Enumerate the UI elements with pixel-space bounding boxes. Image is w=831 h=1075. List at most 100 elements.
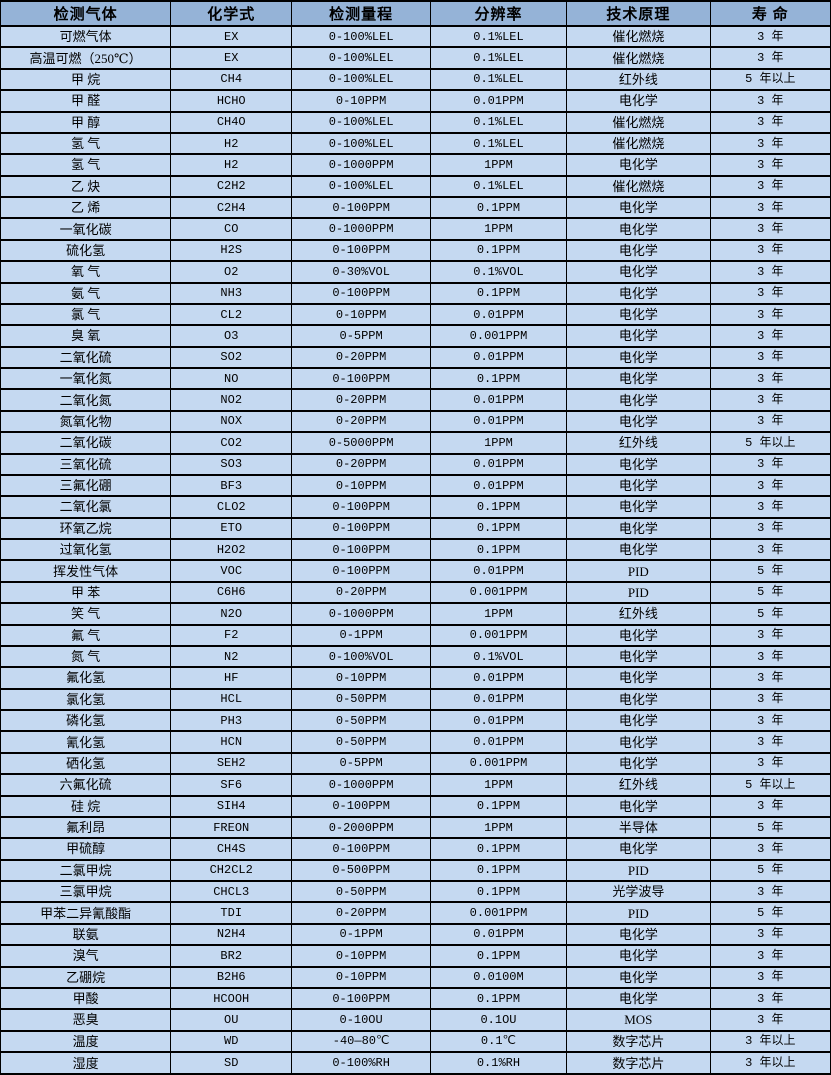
cell-detection-range: 0-50PPM: [291, 879, 431, 904]
cell-lifespan: 3 年: [709, 131, 831, 156]
cell-gas-name: 氮氧化物: [0, 409, 172, 434]
cell-gas-name: 环氧乙烷: [0, 516, 172, 541]
cell-technology-principle: 电化学: [566, 986, 711, 1011]
cell-gas-name: 氯 气: [0, 302, 172, 327]
cell-lifespan: 3 年: [709, 986, 831, 1011]
cell-technology-principle: 电化学: [566, 623, 711, 647]
cell-resolution: 0.1℃: [429, 1029, 568, 1054]
table-row: 二氧化硫 SO2 0-20PPM 0.01PPM 电化学 3 年: [0, 345, 831, 370]
cell-technology-principle: 电化学: [566, 537, 711, 562]
cell-chemical-formula: O2: [170, 260, 293, 284]
cell-gas-name: 氟利昂: [0, 815, 172, 840]
cell-gas-name: 温度: [0, 1029, 172, 1054]
cell-technology-principle: 电化学: [566, 89, 711, 113]
cell-technology-principle: 电化学: [566, 708, 711, 733]
cell-lifespan: 3 年: [709, 708, 831, 733]
cell-lifespan: 3 年: [709, 110, 831, 134]
cell-lifespan: 3 年: [709, 495, 831, 519]
cell-detection-range: 0-100PPM: [291, 281, 431, 305]
cell-lifespan: 3 年: [709, 366, 831, 391]
cell-resolution: 0.001PPM: [429, 751, 568, 776]
cell-chemical-formula: NO2: [170, 388, 293, 412]
cell-detection-range: 0-10PPM: [291, 965, 431, 989]
cell-detection-range: -40—80℃: [291, 1029, 431, 1054]
cell-detection-range: 0-50PPM: [291, 730, 431, 754]
cell-detection-range: 0-20PPM: [291, 452, 431, 476]
cell-detection-range: 0-100PPM: [291, 537, 431, 562]
header-row: 检测气体 化学式 检测量程 分辨率 技术原理 寿 命: [0, 0, 831, 27]
table-row: 甲 苯 C6H6 0-20PPM 0.001PPM PID 5 年: [0, 580, 831, 605]
cell-resolution: 0.01PPM: [429, 473, 568, 498]
cell-lifespan: 3 年: [709, 879, 831, 904]
cell-technology-principle: 电化学: [566, 302, 711, 327]
table-row: 硒化氢 SEH2 0-5PPM 0.001PPM 电化学 3 年: [0, 751, 831, 776]
cell-chemical-formula: WD: [170, 1029, 293, 1054]
cell-lifespan: 5 年: [709, 580, 831, 605]
cell-chemical-formula: HCHO: [170, 89, 293, 113]
cell-detection-range: 0-5PPM: [291, 751, 431, 776]
cell-technology-principle: 半导体: [566, 815, 711, 840]
cell-gas-name: 挥发性气体: [0, 559, 172, 583]
cell-detection-range: 0-100PPM: [291, 195, 431, 220]
cell-lifespan: 5 年: [709, 815, 831, 840]
cell-gas-name: 甲 苯: [0, 580, 172, 605]
cell-chemical-formula: NH3: [170, 281, 293, 305]
cell-resolution: 0.01PPM: [429, 302, 568, 327]
cell-lifespan: 3 年: [709, 922, 831, 947]
cell-resolution: 0.01PPM: [429, 452, 568, 476]
cell-chemical-formula: SD: [170, 1051, 293, 1075]
cell-chemical-formula: CH4S: [170, 837, 293, 861]
cell-detection-range: 0-100%LEL: [291, 174, 431, 199]
cell-chemical-formula: HF: [170, 666, 293, 690]
cell-detection-range: 0-10PPM: [291, 89, 431, 113]
table-row: 六氟化硫 SF6 0-1000PPM 1PPM 红外线 5 年以上: [0, 773, 831, 797]
cell-chemical-formula: N2H4: [170, 922, 293, 947]
cell-technology-principle: 红外线: [566, 431, 711, 455]
cell-gas-name: 湿度: [0, 1051, 172, 1075]
cell-gas-name: 二氧化氮: [0, 388, 172, 412]
cell-resolution: 0.1PPM: [429, 537, 568, 562]
cell-lifespan: 3 年: [709, 260, 831, 284]
cell-chemical-formula: NOX: [170, 409, 293, 434]
cell-technology-principle: 红外线: [566, 773, 711, 797]
cell-detection-range: 0-10PPM: [291, 302, 431, 327]
cell-technology-principle: 光学波导: [566, 879, 711, 904]
cell-detection-range: 0-100%LEL: [291, 67, 431, 92]
cell-lifespan: 3 年: [709, 409, 831, 434]
cell-resolution: 0.1%VOL: [429, 644, 568, 669]
header-detection-range: 检测量程: [291, 0, 431, 27]
cell-resolution: 1PPM: [429, 431, 568, 455]
cell-resolution: 0.01PPM: [429, 687, 568, 712]
cell-chemical-formula: CH4: [170, 67, 293, 92]
cell-technology-principle: PID: [566, 858, 711, 883]
cell-resolution: 0.1PPM: [429, 858, 568, 883]
cell-detection-range: 0-100%LEL: [291, 46, 431, 70]
cell-chemical-formula: SO2: [170, 345, 293, 370]
cell-detection-range: 0-1000PPM: [291, 602, 431, 626]
cell-lifespan: 3 年: [709, 89, 831, 113]
table-row: 二氯甲烷 CH2CL2 0-500PPM 0.1PPM PID 5 年: [0, 858, 831, 883]
table-row: 溴气 BR2 0-10PPM 0.1PPM 电化学 3 年: [0, 944, 831, 968]
cell-lifespan: 3 年: [709, 24, 831, 49]
cell-gas-name: 一氧化氮: [0, 366, 172, 391]
table-row: 二氧化氯 CLO2 0-100PPM 0.1PPM 电化学 3 年: [0, 495, 831, 519]
cell-technology-principle: 电化学: [566, 345, 711, 370]
cell-lifespan: 3 年: [709, 837, 831, 861]
cell-chemical-formula: EX: [170, 46, 293, 70]
cell-resolution: 1PPM: [429, 815, 568, 840]
cell-resolution: 1PPM: [429, 602, 568, 626]
cell-technology-principle: 红外线: [566, 602, 711, 626]
table-row: 三氧化硫 SO3 0-20PPM 0.01PPM 电化学 3 年: [0, 452, 831, 476]
cell-resolution: 0.01PPM: [429, 388, 568, 412]
cell-chemical-formula: CL2: [170, 302, 293, 327]
cell-gas-name: 乙硼烷: [0, 965, 172, 989]
table-row: 氮氧化物 NOX 0-20PPM 0.01PPM 电化学 3 年: [0, 409, 831, 434]
cell-technology-principle: 电化学: [566, 238, 711, 263]
cell-resolution: 0.1PPM: [429, 794, 568, 818]
cell-technology-principle: 电化学: [566, 751, 711, 776]
cell-chemical-formula: ETO: [170, 516, 293, 541]
cell-resolution: 1PPM: [429, 217, 568, 241]
table-row: 氯 气 CL2 0-10PPM 0.01PPM 电化学 3 年: [0, 302, 831, 327]
